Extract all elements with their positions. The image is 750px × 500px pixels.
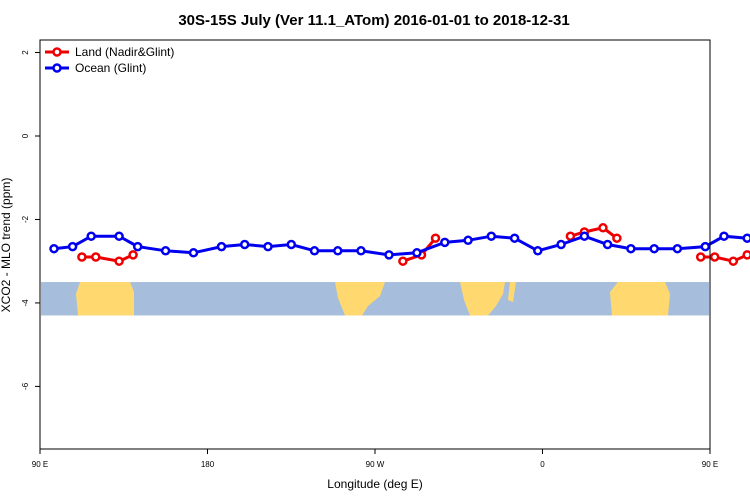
legend-swatch-marker: [52, 47, 62, 57]
land-ocean-band: [41, 282, 709, 316]
legend-label: Ocean (Glint): [75, 61, 146, 75]
data-point: [216, 241, 227, 252]
land-africa: [460, 282, 505, 316]
data-point: [463, 235, 473, 246]
chart-title: 30S-15S July (Ver 11.1_ATom) 2016-01-01 …: [178, 12, 569, 29]
data-point: [286, 239, 297, 250]
data-point: [672, 243, 683, 254]
data-point: [728, 256, 739, 266]
land-south-america: [335, 282, 385, 316]
x-tick-label: 90 W: [366, 460, 385, 469]
series-line: [700, 253, 748, 263]
x-tick-label: 180: [201, 460, 215, 469]
y-tick-label: -2: [21, 215, 30, 223]
series-layer: [49, 223, 750, 266]
x-tick-label: 90 E: [702, 460, 718, 469]
data-point: [86, 231, 96, 241]
data-point: [333, 246, 343, 256]
data-point: [77, 252, 87, 262]
y-tick-label: 2: [21, 50, 30, 55]
data-point: [700, 241, 711, 252]
data-point: [412, 248, 422, 258]
y-tick-label: -6: [21, 382, 30, 390]
data-point: [598, 223, 608, 233]
data-point: [579, 231, 590, 241]
data-point: [626, 243, 636, 254]
land-australia-right: [610, 282, 670, 316]
data-point: [440, 237, 450, 248]
data-point: [486, 231, 497, 241]
data-point: [695, 252, 706, 262]
data-point: [160, 246, 171, 256]
data-point: [509, 233, 520, 243]
data-point: [602, 239, 613, 250]
land-australia-left: [76, 282, 134, 316]
y-tick-label: 0: [21, 133, 30, 138]
series-line: [81, 253, 134, 263]
legend-item: Ocean (Glint): [45, 61, 146, 75]
data-point: [188, 248, 199, 258]
data-point: [565, 231, 576, 241]
x-tick-label: 90 E: [32, 460, 48, 469]
data-point: [533, 246, 543, 256]
data-point: [239, 239, 250, 250]
data-point: [719, 231, 729, 241]
data-point: [114, 231, 124, 241]
data-point: [128, 250, 138, 260]
data-point: [556, 239, 566, 250]
series-line: [569, 226, 618, 240]
series-land: [77, 223, 750, 266]
data-point: [309, 246, 320, 256]
data-point: [356, 246, 366, 256]
data-point: [91, 252, 101, 262]
legend: Land (Nadir&Glint) Ocean (Glint): [45, 45, 174, 75]
y-tick-label: -4: [21, 299, 30, 307]
data-point: [742, 233, 750, 243]
data-point: [132, 241, 143, 252]
x-axis-label: Longitude (deg E): [327, 477, 422, 491]
series-line: [53, 234, 750, 257]
y-axis-label: XCO2 - MLO trend (ppm): [0, 178, 13, 313]
data-point: [67, 241, 78, 252]
land-madagascar: [508, 282, 516, 303]
data-point: [612, 233, 622, 243]
data-point: [430, 233, 441, 243]
x-tick-label: 0: [540, 460, 545, 469]
data-point: [263, 241, 273, 252]
data-point: [49, 243, 59, 254]
data-point: [114, 256, 124, 266]
data-point: [384, 250, 394, 260]
legend-item: Land (Nadir&Glint): [45, 45, 174, 59]
data-point: [649, 243, 659, 254]
x-axis: 90 E 180 90 W 0 90 E: [32, 449, 718, 469]
data-point: [742, 250, 750, 260]
series-ocean: [49, 231, 750, 260]
legend-label: Land (Nadir&Glint): [75, 45, 174, 59]
y-axis: 2 0 -2 -4 -6: [21, 50, 40, 390]
data-point: [709, 252, 720, 262]
data-point: [398, 256, 408, 266]
legend-swatch-marker: [52, 63, 62, 73]
